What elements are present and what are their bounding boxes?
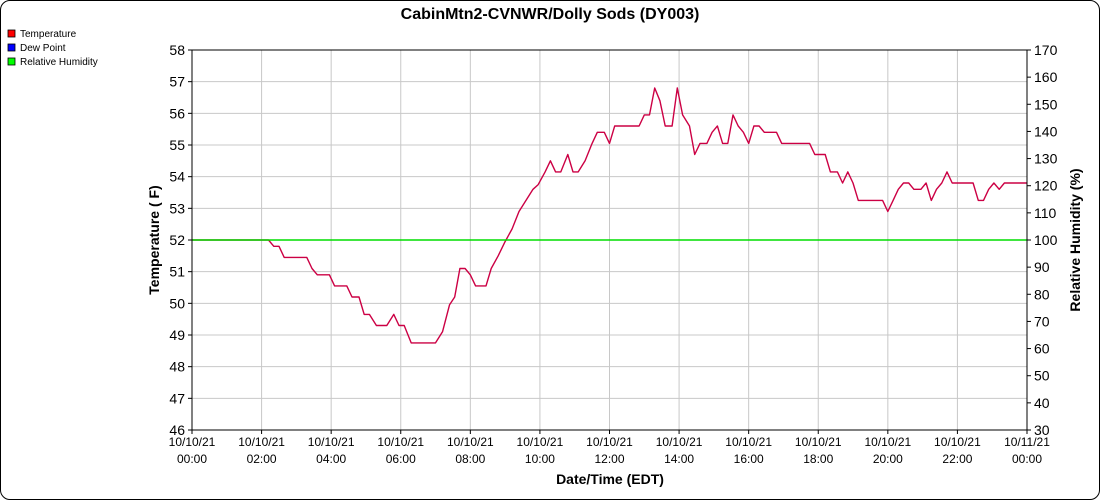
right-tick-label: 70 — [1034, 313, 1050, 329]
legend-label: Relative Humidity — [20, 57, 98, 68]
right-tick-label: 120 — [1034, 178, 1058, 194]
right-tick-label: 170 — [1034, 42, 1058, 58]
x-tick-date: 10/10/21 — [238, 435, 285, 449]
right-tick-label: 50 — [1034, 368, 1050, 384]
x-tick-date: 10/10/21 — [656, 435, 703, 449]
left-tick-label: 51 — [169, 264, 185, 280]
left-tick-label: 55 — [169, 137, 185, 153]
legend-swatch — [7, 29, 16, 38]
x-tick-date: 10/10/21 — [934, 435, 981, 449]
right-axis: 30 40 50 60 70 80 90 100 110 120 130 140 150 160 170 — [1027, 42, 1058, 438]
x-tick-time: 00:00 — [1012, 452, 1042, 466]
x-tick-date: 10/10/21 — [447, 435, 494, 449]
x-tick-time: 16:00 — [734, 452, 764, 466]
left-tick-label: 57 — [169, 74, 185, 90]
right-tick-label: 140 — [1034, 123, 1058, 139]
x-tick-date: 10/10/21 — [586, 435, 633, 449]
x-axis-label: Date/Time (EDT) — [556, 471, 664, 487]
right-tick-label: 40 — [1034, 395, 1050, 411]
x-tick-time: 00:00 — [177, 452, 207, 466]
x-tick-time: 12:00 — [594, 452, 624, 466]
legend-label: Dew Point — [20, 43, 66, 54]
x-tick-date: 10/10/21 — [517, 435, 564, 449]
legend-swatch — [7, 43, 16, 52]
left-tick-label: 53 — [169, 200, 185, 216]
right-tick-label: 100 — [1034, 232, 1058, 248]
x-tick-time: 22:00 — [942, 452, 972, 466]
right-tick-label: 80 — [1034, 286, 1050, 302]
x-tick-time: 08:00 — [455, 452, 485, 466]
x-tick-date: 10/10/21 — [725, 435, 772, 449]
x-tick-date: 10/10/21 — [795, 435, 842, 449]
right-tick-label: 90 — [1034, 259, 1050, 275]
left-tick-label: 48 — [169, 359, 185, 375]
x-tick-time: 14:00 — [664, 452, 694, 466]
left-tick-label: 58 — [169, 42, 185, 58]
x-tick-date: 10/10/21 — [308, 435, 355, 449]
left-tick-label: 46 — [169, 422, 185, 438]
right-tick-label: 110 — [1034, 205, 1057, 221]
x-tick-date: 10/10/21 — [169, 435, 216, 449]
left-tick-label: 52 — [169, 232, 185, 248]
left-axis: 46 47 48 49 50 51 52 53 54 55 56 57 58 — [169, 42, 192, 438]
left-tick-label: 54 — [169, 169, 185, 185]
left-tick-label: 50 — [169, 295, 185, 311]
chart-title: CabinMtn2-CVNWR/Dolly Sods (DY003) — [401, 6, 700, 23]
legend-label: Temperature — [20, 29, 77, 40]
x-tick-time: 18:00 — [803, 452, 833, 466]
legend-swatch — [7, 57, 16, 66]
x-tick-date: 10/10/21 — [864, 435, 911, 449]
x-tick-date: 10/11/21 — [1004, 435, 1050, 449]
x-axis: 10/10/21 00:00 10/10/21 02:00 10/10/21 04:00 1… — [169, 430, 1050, 466]
x-tick-time: 04:00 — [316, 452, 346, 466]
y-axis-label-left: Temperature ( F) — [146, 185, 162, 294]
x-tick-time: 02:00 — [247, 452, 277, 466]
y-axis-label-right: Relative Humidity (%) — [1067, 168, 1083, 311]
right-tick-label: 60 — [1034, 341, 1050, 357]
left-tick-label: 47 — [169, 390, 185, 406]
left-tick-label: 56 — [169, 105, 185, 121]
right-tick-label: 160 — [1034, 69, 1058, 85]
right-tick-label: 150 — [1034, 96, 1058, 112]
legend: Temperature Dew Point Relative Humidity — [7, 29, 98, 68]
x-tick-date: 10/10/21 — [377, 435, 424, 449]
right-tick-label: 130 — [1034, 151, 1058, 167]
x-tick-time: 10:00 — [525, 452, 555, 466]
plot-lines — [192, 87, 1027, 344]
left-tick-label: 49 — [169, 327, 185, 343]
x-tick-time: 06:00 — [386, 452, 416, 466]
x-tick-time: 20:00 — [873, 452, 903, 466]
right-tick-label: 30 — [1034, 422, 1050, 438]
series-line-temperature — [192, 87, 1027, 344]
